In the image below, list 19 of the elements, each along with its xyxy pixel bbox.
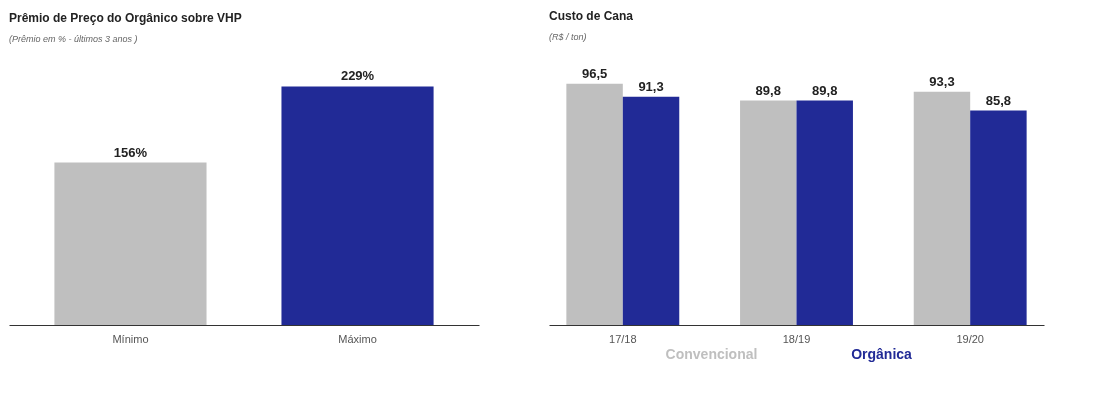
x-tick-label: 19/20 <box>956 332 984 345</box>
data-label: 85,8 <box>985 92 1012 108</box>
x-tick-label: 18/19 <box>782 332 811 345</box>
data-label: 156% <box>113 144 148 160</box>
data-label: 89,8 <box>755 82 781 98</box>
chart-title: Custo de Cana <box>549 8 634 23</box>
data-label: 229% <box>340 68 375 84</box>
series-label: Orgânica <box>851 346 913 362</box>
data-label: 96,5 <box>581 65 608 81</box>
data-label: 93,3 <box>929 73 955 89</box>
x-tick-label: 17/18 <box>609 332 637 345</box>
x-tick-label: Mínimo <box>112 332 149 345</box>
chart-title: Prêmio de Preço do Orgânico sobre VHP <box>9 11 242 26</box>
chart-subtitle: (Prêmio em % - últimos 3 anos ) <box>9 34 138 45</box>
x-tick-label: Máximo <box>338 332 377 345</box>
data-label: 91,3 <box>638 78 664 94</box>
data-label: 89,8 <box>812 82 838 98</box>
chart-subtitle: (R$ / ton) <box>549 31 587 42</box>
series-label: Convencional <box>665 346 758 362</box>
